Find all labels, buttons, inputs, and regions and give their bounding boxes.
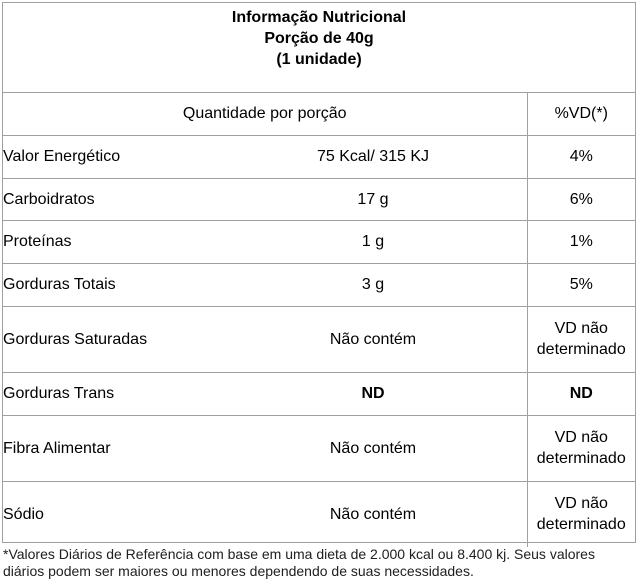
table-row: Sódio Não contém VD não determinado bbox=[3, 481, 635, 547]
nutrient-quantity: 75 Kcal/ 315 KJ bbox=[316, 148, 430, 165]
nutrient-name: Fibra Alimentar bbox=[3, 439, 111, 457]
table-row: Fibra Alimentar Não contém VD não determ… bbox=[3, 415, 635, 482]
table-row: Gorduras Totais 3 g 5% bbox=[3, 263, 635, 307]
serving-size: Porção de 40g bbox=[264, 30, 374, 47]
nutrient-name: Carboidratos bbox=[3, 190, 95, 208]
nutrient-dv: 5% bbox=[526, 263, 635, 307]
nutrient-quantity: Não contém bbox=[329, 330, 417, 348]
nutrient-dv: 4% bbox=[526, 135, 635, 179]
table-row: Gorduras Saturadas Não contém VD não det… bbox=[3, 306, 635, 373]
nutrient-name: Gorduras Trans bbox=[3, 385, 115, 402]
nutrient-name: Valor Energético bbox=[3, 148, 121, 165]
nutrient-quantity: Não contém bbox=[329, 439, 417, 457]
nutrient-name: Sódio bbox=[3, 505, 44, 523]
nutrient-quantity: ND bbox=[361, 385, 385, 402]
column-header-row: Quantidade por porção %VD(*) bbox=[3, 92, 635, 136]
nutrition-table: Quantidade por porção %VD(*) Valor Energ… bbox=[3, 92, 635, 547]
nutrient-quantity: Não contém bbox=[329, 505, 417, 523]
nutrient-dv: VD não determinado bbox=[526, 481, 635, 547]
table-row: Valor Energético 75 Kcal/ 315 KJ 4% bbox=[3, 135, 635, 179]
nutrient-dv: ND bbox=[526, 372, 635, 416]
footnote: *Valores Diários de Referência com base … bbox=[3, 546, 595, 579]
table-row: Gorduras Trans ND ND bbox=[3, 372, 635, 416]
table-row: Carboidratos 17 g 6% bbox=[3, 178, 635, 221]
nutrition-header: Informação Nutricional Porção de 40g (1 … bbox=[3, 3, 635, 93]
nutrition-title: Informação Nutricional bbox=[231, 9, 407, 26]
nutrition-facts-panel: Informação Nutricional Porção de 40g (1 … bbox=[2, 2, 636, 547]
quantity-column-header: Quantidade por porção bbox=[3, 92, 527, 136]
nutrient-dv: 6% bbox=[526, 178, 635, 221]
nutrient-quantity: 1 g bbox=[361, 233, 385, 250]
dv-column-header: %VD(*) bbox=[526, 92, 635, 136]
table-row: Proteínas 1 g 1% bbox=[3, 220, 635, 264]
nutrient-dv: VD não determinado bbox=[526, 415, 635, 482]
nutrient-dv: VD não determinado bbox=[526, 306, 635, 373]
serving-unit: (1 unidade) bbox=[276, 51, 362, 68]
nutrient-name: Gorduras Totais bbox=[3, 276, 116, 293]
nutrient-name: Proteínas bbox=[3, 233, 72, 250]
nutrient-quantity: 3 g bbox=[361, 276, 385, 293]
nutrient-name: Gorduras Saturadas bbox=[3, 330, 148, 348]
nutrient-quantity: 17 g bbox=[357, 190, 389, 208]
nutrient-dv: 1% bbox=[526, 220, 635, 264]
